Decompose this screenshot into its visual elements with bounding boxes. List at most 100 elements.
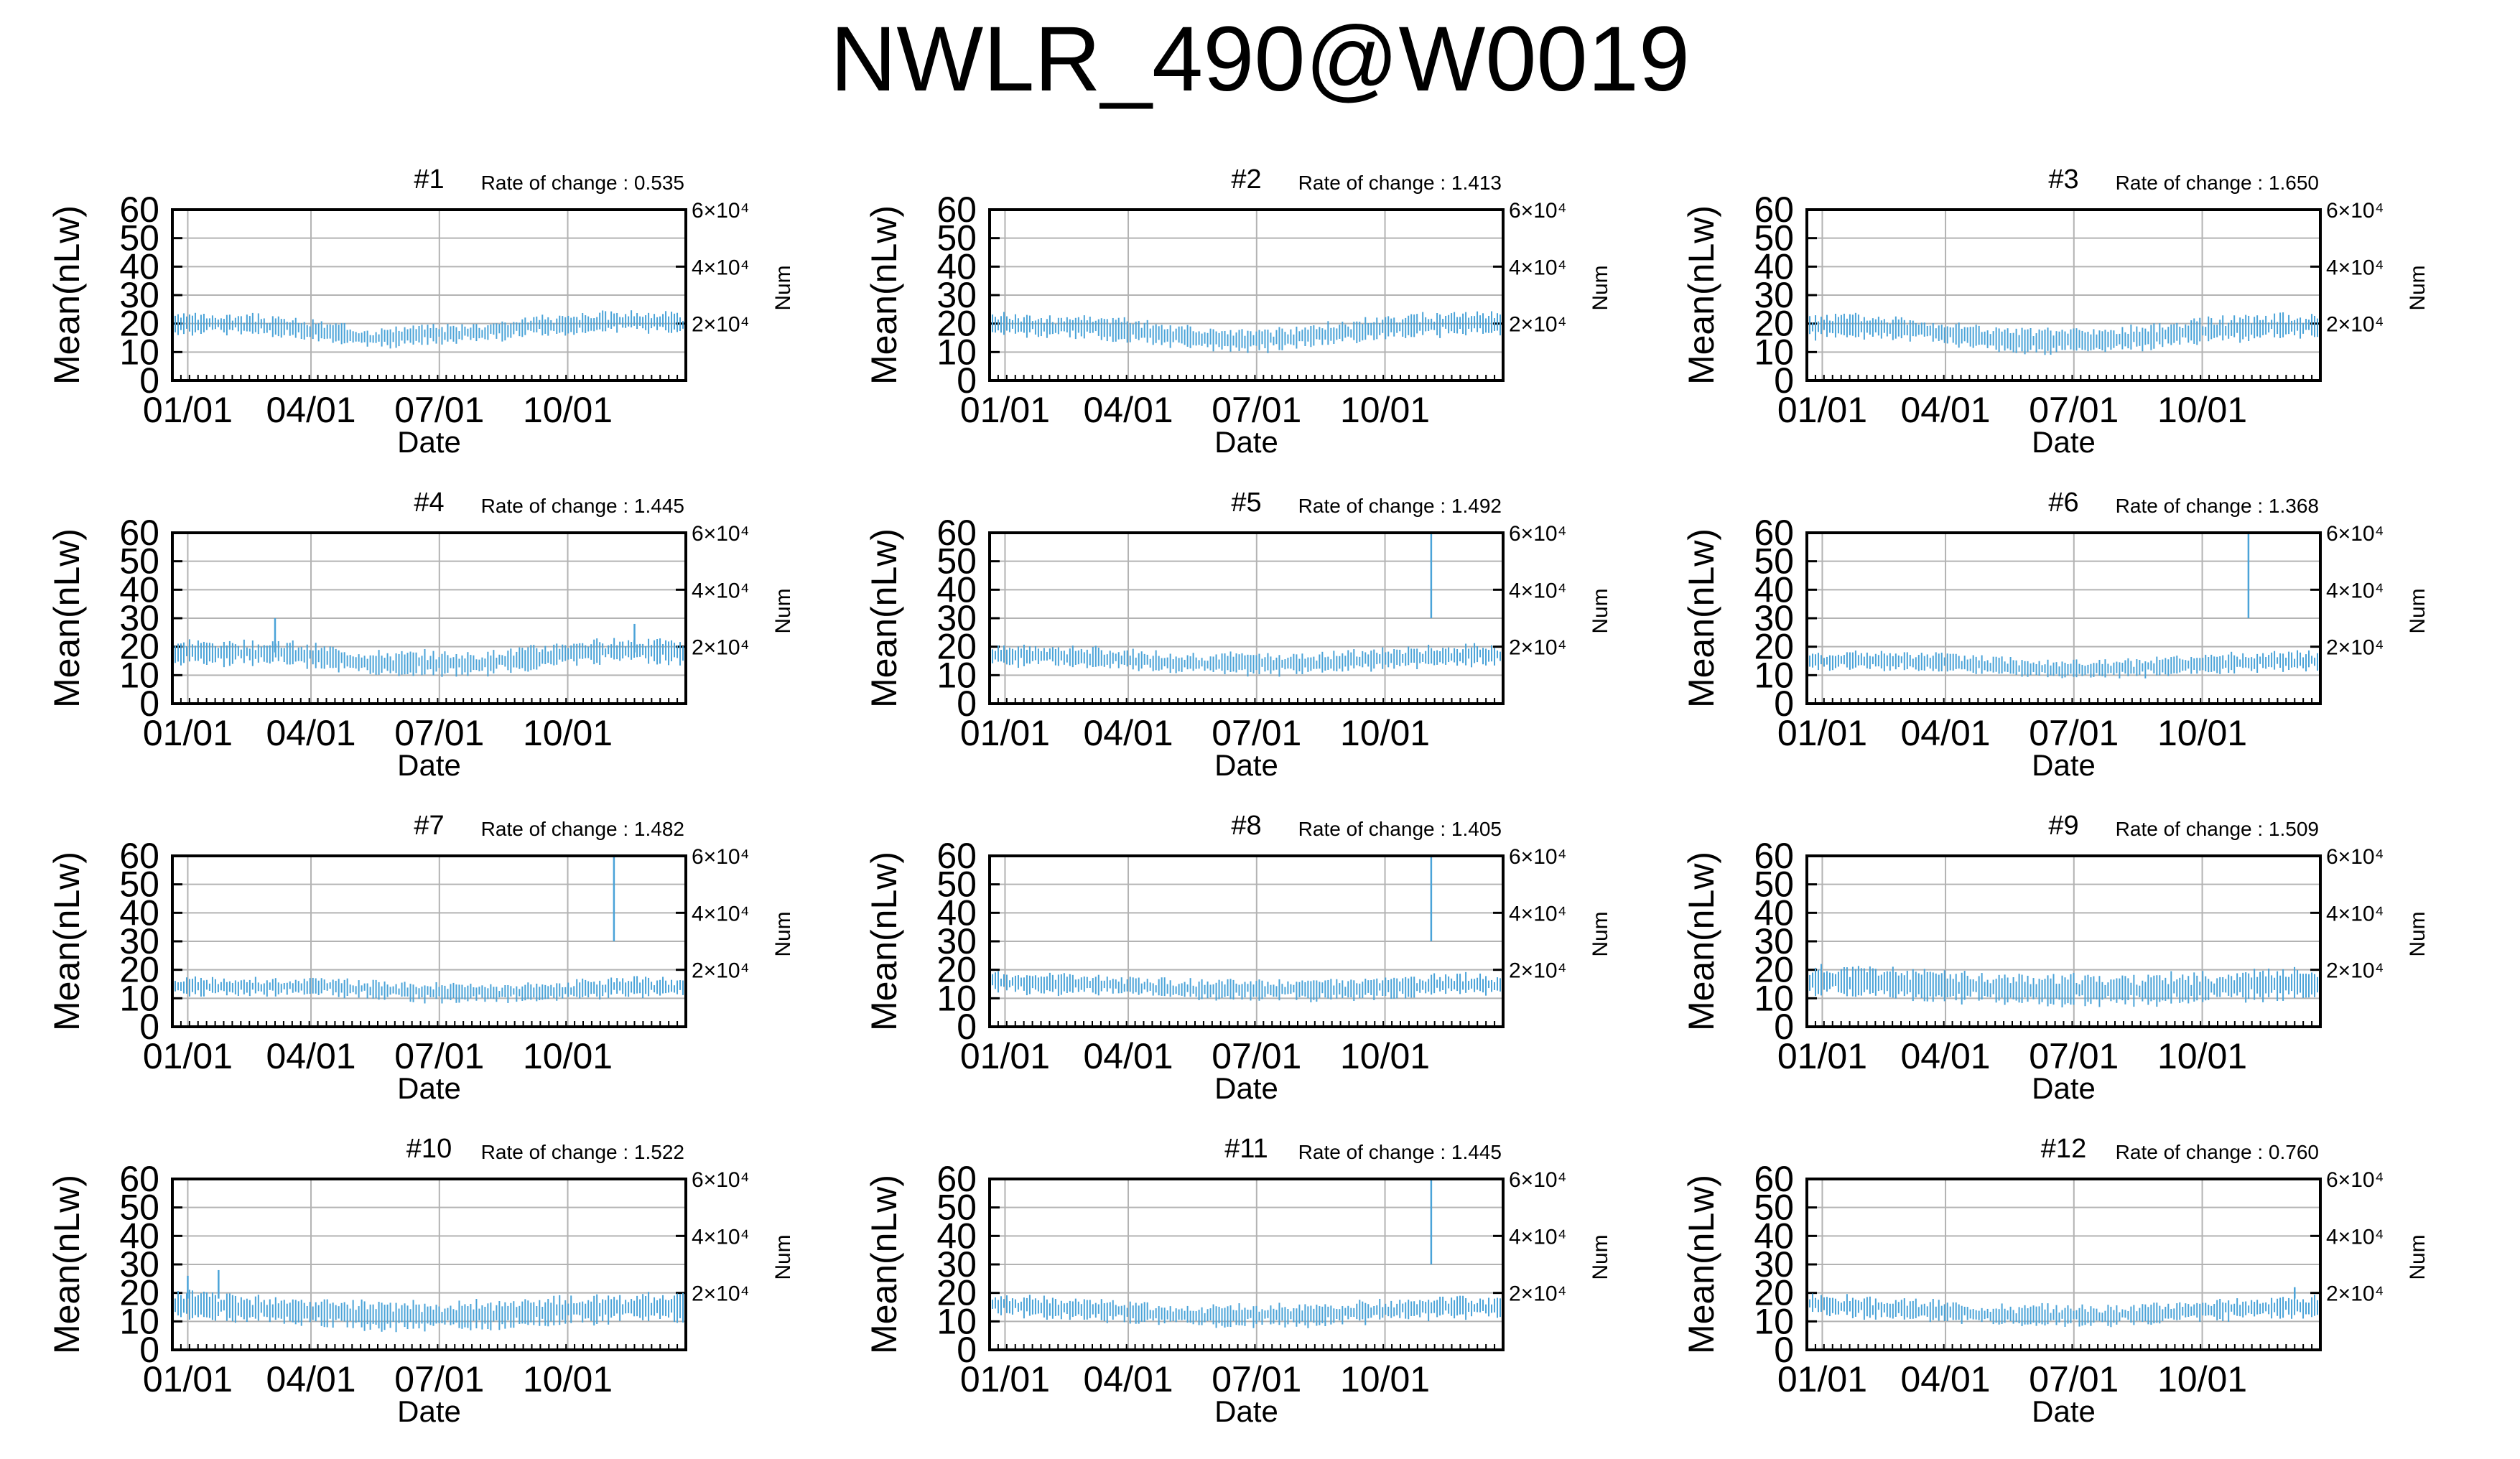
y-tick-label: 0 <box>957 360 977 401</box>
x-tick-label: 10/01 <box>1340 1359 1430 1399</box>
panel-title: #4 <box>414 488 444 518</box>
plot-frame <box>171 854 687 1028</box>
y2-axis-label: Num <box>2406 911 2430 956</box>
x-tick-label: 04/01 <box>266 390 355 430</box>
y-tick-label: 60 <box>1754 836 1794 876</box>
y-tick-label: 40 <box>119 892 159 933</box>
rate-of-change: Rate of change : 1.522 <box>481 1141 684 1163</box>
y2-tick-label: 6×10⁴ <box>2326 199 2384 223</box>
y-tick-label: 20 <box>936 304 977 344</box>
y-tick-label: 40 <box>1754 569 1794 610</box>
x-tick-label: 07/01 <box>394 390 484 430</box>
y-tick-label: 0 <box>139 684 159 724</box>
y2-tick-label: 4×10⁴ <box>1509 902 1566 926</box>
y-tick-label: 10 <box>936 332 977 372</box>
y-tick-label: 20 <box>119 304 159 344</box>
y2-tick-label: 6×10⁴ <box>692 522 749 546</box>
y2-axis-label: Num <box>1589 588 1612 633</box>
y-tick-label: 0 <box>1774 360 1794 401</box>
x-tick-label: 10/01 <box>523 390 613 430</box>
x-tick-label: 01/01 <box>143 390 233 430</box>
y-tick-label: 20 <box>1754 304 1794 344</box>
y-tick-label: 30 <box>1754 1244 1794 1285</box>
x-axis-label: Date <box>397 1394 461 1428</box>
x-axis-label: Date <box>397 1071 461 1105</box>
x-axis-label: Date <box>1214 748 1278 782</box>
y2-tick-label: 2×10⁴ <box>2326 636 2384 660</box>
y2-axis-label: Num <box>771 265 795 310</box>
y-axis-label: Mean(nLw) <box>864 528 904 708</box>
x-tick-label: 10/01 <box>523 713 613 753</box>
y2-tick-label: 4×10⁴ <box>692 579 749 602</box>
y-tick-label: 40 <box>119 246 159 286</box>
x-tick-label: 07/01 <box>2029 713 2119 753</box>
y2-axis-label: Num <box>1589 911 1612 956</box>
rate-of-change: Rate of change : 0.760 <box>2116 1141 2319 1163</box>
y2-tick-label: 6×10⁴ <box>2326 522 2384 546</box>
panel-title: #6 <box>2048 488 2078 518</box>
y2-axis-label: Num <box>771 588 795 633</box>
chart-panel: #4 Rate of change : 1.445 0 10 20 30 40 50 60 01/… <box>0 488 833 813</box>
panel-title: #11 <box>1224 1134 1268 1164</box>
y2-tick-label: 6×10⁴ <box>692 1168 749 1192</box>
y-tick-label: 20 <box>936 950 977 990</box>
plot-frame <box>1805 531 2322 705</box>
y-tick-label: 20 <box>1754 1273 1794 1313</box>
chart-panel: #11 Rate of change : 1.445 0 10 20 30 40 50 60 01… <box>817 1134 1650 1459</box>
y2-tick-label: 2×10⁴ <box>1509 1282 1566 1306</box>
y-tick-label: 50 <box>119 218 159 258</box>
x-tick-label: 04/01 <box>266 1359 355 1399</box>
chart-panel: #10 Rate of change : 1.522 0 10 20 30 40 50 60 01… <box>0 1134 833 1459</box>
chart-panel: #1 Rate of change : 0.535 0 10 20 30 40 50 60 01/… <box>0 164 833 490</box>
y-tick-label: 30 <box>119 598 159 638</box>
y2-tick-label: 6×10⁴ <box>1509 845 1566 869</box>
y-tick-label: 60 <box>936 1159 977 1199</box>
rate-of-change: Rate of change : 1.413 <box>1298 172 1502 194</box>
y-tick-label: 50 <box>1754 864 1794 905</box>
y-axis-label: Mean(nLw) <box>47 852 87 1031</box>
y-tick-label: 50 <box>1754 218 1794 258</box>
y2-tick-label: 4×10⁴ <box>1509 579 1566 602</box>
y2-tick-label: 4×10⁴ <box>2326 256 2384 279</box>
rate-of-change: Rate of change : 1.368 <box>2116 495 2319 517</box>
panel-title: #3 <box>2048 164 2078 195</box>
plot-frame <box>1805 854 2322 1028</box>
y-tick-label: 20 <box>119 1273 159 1313</box>
y2-axis-label: Num <box>1589 265 1612 310</box>
x-tick-label: 04/01 <box>1900 1036 1990 1076</box>
x-axis-label: Date <box>397 425 461 459</box>
y-tick-label: 10 <box>119 978 159 1018</box>
x-tick-label: 10/01 <box>2157 1359 2247 1399</box>
y-tick-label: 0 <box>1774 684 1794 724</box>
plot-frame <box>988 1178 1505 1351</box>
y2-tick-label: 2×10⁴ <box>692 313 749 337</box>
panel-title: #5 <box>1231 488 1261 518</box>
x-tick-label: 01/01 <box>960 1359 1050 1399</box>
y-tick-label: 40 <box>936 892 977 933</box>
rate-of-change: Rate of change : 1.509 <box>2116 818 2319 840</box>
y-tick-label: 50 <box>936 218 977 258</box>
y-tick-label: 60 <box>119 836 159 876</box>
y-tick-label: 50 <box>119 541 159 582</box>
y-tick-label: 40 <box>119 569 159 610</box>
y2-tick-label: 4×10⁴ <box>2326 579 2384 602</box>
x-tick-label: 01/01 <box>960 390 1050 430</box>
rate-of-change: Rate of change : 1.492 <box>1298 495 1502 517</box>
chart-panel: #8 Rate of change : 1.405 0 10 20 30 40 50 60 01/… <box>817 811 1650 1136</box>
y-tick-label: 50 <box>936 541 977 582</box>
y-tick-label: 40 <box>1754 892 1794 933</box>
y2-tick-label: 2×10⁴ <box>2326 959 2384 983</box>
y-tick-label: 40 <box>936 569 977 610</box>
y-tick-label: 50 <box>936 864 977 905</box>
y-tick-label: 30 <box>936 921 977 961</box>
y2-tick-label: 2×10⁴ <box>692 636 749 660</box>
y-tick-label: 40 <box>1754 1216 1794 1256</box>
chart-panel: #12 Rate of change : 0.760 0 10 20 30 40 50 60 01… <box>1635 1134 2468 1459</box>
y-tick-label: 40 <box>1754 246 1794 286</box>
x-tick-label: 01/01 <box>1777 1036 1867 1076</box>
